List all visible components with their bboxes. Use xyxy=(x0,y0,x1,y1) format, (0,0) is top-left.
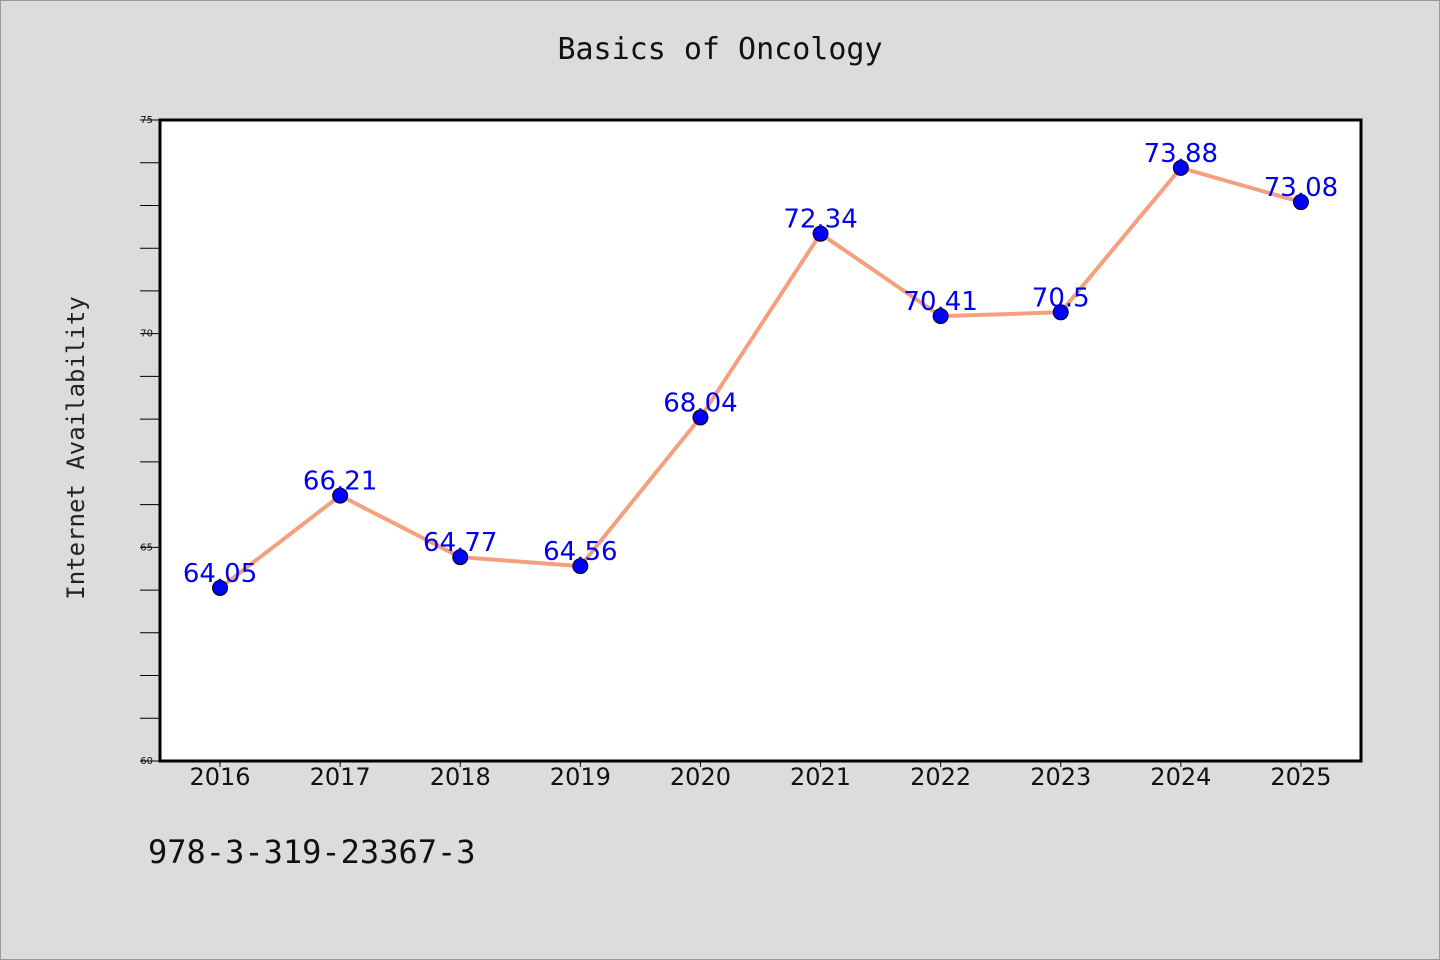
x-tick-label: 2016 xyxy=(190,763,251,791)
data-label: 73.08 xyxy=(1264,173,1338,203)
data-point xyxy=(452,549,469,566)
data-label: 70.41 xyxy=(903,287,977,317)
x-tick-label: 2025 xyxy=(1270,763,1331,791)
isbn-text: 978-3-319-23367-3 xyxy=(148,833,476,871)
y-tick-label: 75 xyxy=(140,115,153,126)
data-point xyxy=(572,558,589,575)
data-label: 66.21 xyxy=(303,467,377,497)
x-tick-label: 2017 xyxy=(310,763,371,791)
data-point xyxy=(932,308,949,325)
data-point xyxy=(1172,159,1189,176)
plot-frame xyxy=(158,118,1363,763)
x-tick-label: 2020 xyxy=(670,763,731,791)
x-tick-label: 2021 xyxy=(790,763,851,791)
x-tick-label: 2024 xyxy=(1150,763,1211,791)
y-tick-label: 60 xyxy=(140,756,153,767)
data-label: 64.05 xyxy=(183,559,257,589)
data-point xyxy=(1052,304,1069,321)
x-tick-label: 2023 xyxy=(1030,763,1091,791)
data-label: 72.34 xyxy=(783,205,857,235)
data-point xyxy=(1292,194,1309,211)
data-label: 64.77 xyxy=(423,528,497,558)
data-point xyxy=(212,579,229,596)
x-tick-label: 2018 xyxy=(430,763,491,791)
data-label: 73.88 xyxy=(1144,139,1218,169)
data-label: 64.56 xyxy=(543,537,617,567)
y-tick-label: 70 xyxy=(140,329,153,340)
x-tick-label: 2019 xyxy=(550,763,611,791)
chart-title: Basics of Oncology xyxy=(557,32,883,67)
data-point xyxy=(332,487,349,504)
data-label: 70.5 xyxy=(1032,283,1090,313)
data-point xyxy=(812,225,829,242)
plot-area xyxy=(160,120,1361,761)
data-label: 68.04 xyxy=(663,388,737,418)
y-tick-label: 65 xyxy=(140,542,153,553)
x-tick-label: 2022 xyxy=(910,763,971,791)
series-line xyxy=(218,165,1302,590)
data-point xyxy=(692,409,709,426)
